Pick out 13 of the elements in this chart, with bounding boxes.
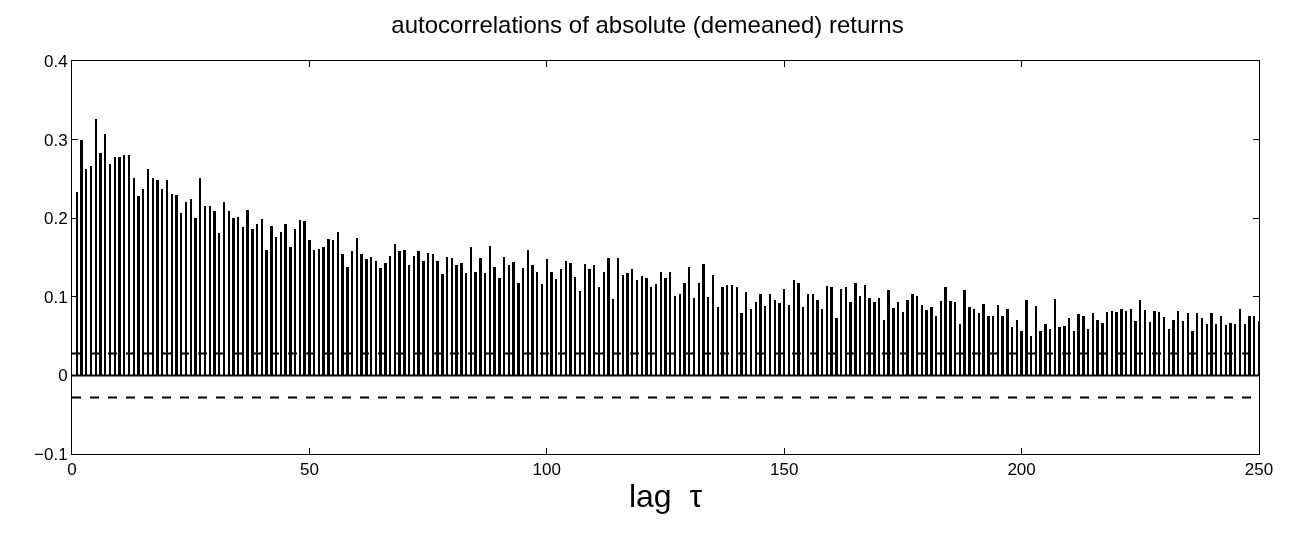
y-tick-label: 0.1 [43, 287, 68, 307]
y-tick-label: 0.2 [43, 209, 68, 229]
x-tick-label: 150 [770, 460, 799, 480]
x-tick-label: 100 [532, 460, 561, 480]
y-tick-label: 0 [58, 366, 68, 386]
x-axis-title: lag τ [628, 478, 703, 515]
x-tick-label: 50 [299, 460, 319, 480]
y-tick-label: 0.4 [43, 51, 68, 71]
y-tick-label: −0.1 [34, 444, 68, 464]
x-tick-label: 200 [1007, 460, 1036, 480]
y-tick-label: 0.3 [43, 130, 68, 150]
chart-title: autocorrelations of absolute (demeaned) returns [391, 10, 904, 38]
x-tick-label: 250 [1244, 460, 1274, 480]
